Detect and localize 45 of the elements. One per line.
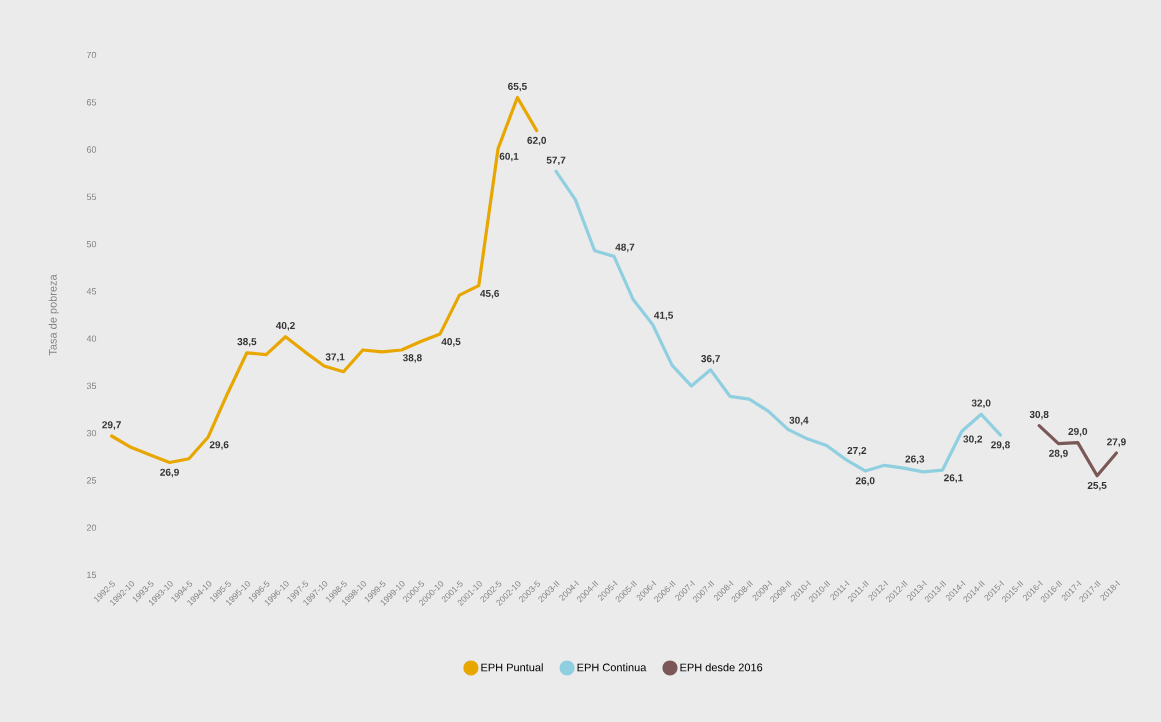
- y-tick-label: 40: [86, 335, 97, 342]
- data-label: 26,1: [944, 474, 963, 483]
- data-label: 57,7: [546, 156, 566, 166]
- y-tick-label: 50: [86, 240, 97, 248]
- legend-label: EPH Puntual: [481, 663, 543, 672]
- y-tick-label: 60: [86, 146, 97, 153]
- y-tick-label: 65: [86, 99, 97, 106]
- legend-label: EPH desde 2016: [680, 663, 763, 672]
- data-label: 26,3: [905, 455, 925, 464]
- data-label: 65,5: [508, 82, 527, 92]
- data-label: 28,9: [1049, 449, 1068, 459]
- data-label: 29,6: [209, 441, 229, 450]
- y-tick-label: 35: [86, 382, 97, 390]
- data-label: 25,5: [1087, 481, 1107, 491]
- data-label: 29,8: [991, 441, 1010, 450]
- y-tick-label: 20: [86, 524, 97, 531]
- y-axis-title: Tasa de pobreza: [48, 274, 59, 356]
- data-label: 41,5: [654, 311, 674, 321]
- data-label: 30,2: [963, 435, 983, 445]
- data-label: 36,7: [701, 355, 720, 364]
- data-label: 26,9: [160, 468, 179, 478]
- y-tick-label: 70: [86, 51, 97, 59]
- data-label: 37,1: [325, 353, 345, 362]
- data-label: 38,8: [402, 354, 422, 363]
- data-label: 32,0: [971, 399, 991, 409]
- data-label: 29,0: [1068, 427, 1088, 437]
- y-tick-label: 45: [86, 288, 97, 295]
- data-label: 62,0: [527, 136, 547, 146]
- y-tick-label: 25: [86, 477, 97, 484]
- legend-label: EPH Continua: [577, 663, 647, 672]
- data-label: 60,1: [499, 152, 519, 162]
- y-tick-label: 30: [86, 429, 97, 437]
- data-label: 48,7: [615, 243, 635, 253]
- data-label: 30,8: [1029, 410, 1049, 420]
- data-label: 40,5: [441, 338, 461, 347]
- data-label: 40,2: [275, 322, 295, 331]
- y-tick-label: 55: [86, 193, 97, 200]
- data-label: 27,9: [1107, 438, 1126, 447]
- data-label: 29,7: [102, 421, 121, 430]
- data-label: 38,5: [237, 338, 257, 347]
- data-label: 45,6: [480, 289, 500, 299]
- y-tick-label: 15: [87, 571, 97, 579]
- data-label: 27,2: [847, 446, 867, 456]
- data-label: 26,0: [855, 477, 875, 486]
- data-label: 30,4: [789, 416, 809, 426]
